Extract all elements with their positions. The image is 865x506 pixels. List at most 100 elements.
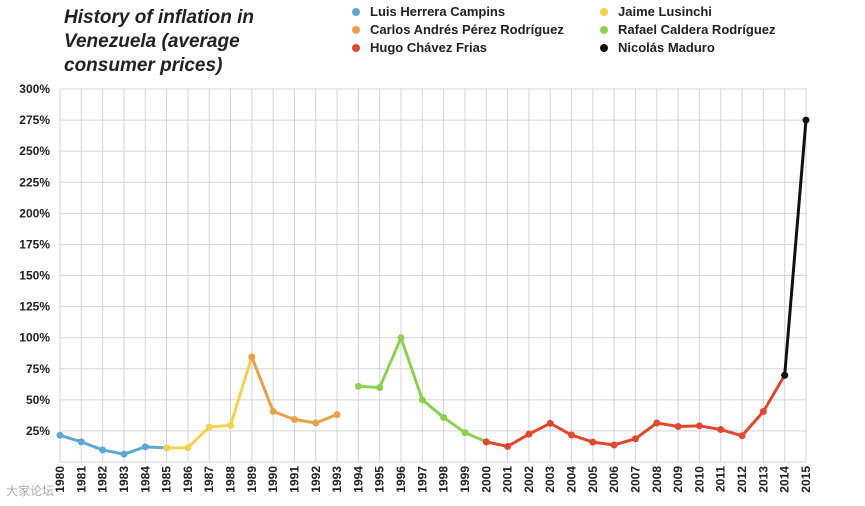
data-point bbox=[631, 435, 639, 443]
x-tick-label: 2007 bbox=[628, 466, 642, 493]
data-point bbox=[440, 413, 448, 421]
legend-label: Carlos Andrés Pérez Rodríguez bbox=[370, 22, 564, 37]
data-point bbox=[802, 116, 810, 124]
legend-item-lusinchi: Jaime Lusinchi bbox=[600, 4, 712, 19]
legend-swatch bbox=[352, 25, 360, 34]
x-tick-label: 1980 bbox=[53, 466, 67, 493]
y-tick-label: 200% bbox=[19, 206, 50, 220]
x-tick-label: 1986 bbox=[181, 466, 195, 493]
x-tick-label: 1989 bbox=[245, 466, 259, 493]
data-point bbox=[354, 382, 362, 390]
data-point bbox=[610, 441, 618, 449]
data-point bbox=[77, 438, 85, 446]
data-point bbox=[248, 353, 256, 361]
x-tick-label: 2013 bbox=[756, 466, 770, 493]
x-tick-label: 2009 bbox=[671, 466, 685, 493]
legend-label: Hugo Chávez Frias bbox=[370, 40, 488, 55]
x-tick-label: 1984 bbox=[138, 466, 152, 493]
grid bbox=[59, 88, 807, 463]
data-point bbox=[695, 422, 703, 430]
y-tick-label: 150% bbox=[19, 269, 50, 283]
x-tick-label: 2011 bbox=[714, 466, 728, 492]
legend-label: Luis Herrera Campins bbox=[370, 4, 506, 19]
data-point bbox=[717, 426, 725, 434]
y-tick-label: 275% bbox=[19, 113, 50, 127]
watermark: 大家论坛 bbox=[6, 484, 55, 498]
data-point bbox=[227, 421, 235, 429]
data-point bbox=[525, 430, 533, 438]
x-tick-label: 1993 bbox=[330, 466, 344, 493]
data-point bbox=[333, 411, 341, 419]
legend-swatch bbox=[352, 7, 360, 16]
x-tick-label: 1994 bbox=[351, 466, 365, 493]
x-tick-label: 2010 bbox=[692, 466, 706, 493]
data-point bbox=[205, 423, 213, 431]
data-point bbox=[120, 450, 128, 458]
data-point bbox=[312, 419, 320, 427]
x-tick-label: 2015 bbox=[799, 466, 813, 493]
x-tick-label: 1981 bbox=[74, 466, 88, 493]
x-tick-label: 2000 bbox=[479, 466, 493, 493]
data-point bbox=[738, 432, 746, 440]
data-point bbox=[269, 407, 277, 415]
series-lines bbox=[58, 118, 808, 456]
x-tick-label: 1996 bbox=[394, 466, 408, 493]
data-point bbox=[163, 444, 171, 452]
data-point bbox=[141, 443, 149, 451]
x-tick-label: 1982 bbox=[96, 466, 110, 493]
x-tick-label: 2012 bbox=[735, 466, 749, 493]
x-tick-label: 1988 bbox=[224, 466, 238, 493]
x-tick-label: 1987 bbox=[202, 466, 216, 493]
x-tick-label: 1991 bbox=[287, 466, 301, 493]
x-tick-label: 2002 bbox=[522, 466, 536, 493]
data-point bbox=[56, 431, 64, 439]
x-tick-label: 2006 bbox=[607, 466, 621, 493]
y-tick-label: 25% bbox=[26, 424, 50, 438]
data-point bbox=[759, 408, 767, 416]
legend-item-herrera: Luis Herrera Campins bbox=[352, 4, 505, 19]
chart-title: History of inflation in Venezuela (avera… bbox=[64, 7, 254, 76]
data-point bbox=[568, 431, 576, 439]
data-point bbox=[546, 419, 554, 427]
data-point bbox=[653, 419, 661, 427]
data-point bbox=[418, 396, 426, 404]
data-point bbox=[674, 422, 682, 430]
x-tick-label: 1983 bbox=[117, 466, 131, 493]
x-tick-label: 2001 bbox=[501, 466, 515, 493]
data-point bbox=[589, 438, 597, 446]
y-tick-label: 75% bbox=[26, 362, 50, 376]
x-tick-label: 2005 bbox=[586, 466, 600, 493]
x-tick-label: 2003 bbox=[543, 466, 557, 493]
y-tick-label: 125% bbox=[19, 300, 50, 314]
y-tick-label: 300% bbox=[19, 82, 50, 96]
y-tick-label: 250% bbox=[19, 144, 50, 158]
series-points bbox=[56, 116, 810, 458]
y-tick-label: 175% bbox=[19, 237, 50, 251]
legend-label: Rafael Caldera Rodríguez bbox=[618, 22, 776, 37]
legend-item-perez: Carlos Andrés Pérez Rodríguez bbox=[352, 22, 564, 37]
data-point bbox=[184, 444, 192, 452]
legend-item-chavez: Hugo Chávez Frias bbox=[352, 40, 487, 55]
legend-item-maduro: Nicolás Maduro bbox=[600, 40, 715, 55]
x-tick-label: 1999 bbox=[458, 466, 472, 493]
data-point bbox=[461, 429, 469, 437]
data-point bbox=[99, 446, 107, 454]
legend-swatch bbox=[600, 7, 608, 16]
data-point bbox=[781, 371, 789, 379]
x-tick-label: 1995 bbox=[373, 466, 387, 493]
x-tick-label: 2008 bbox=[650, 466, 664, 493]
legend-item-caldera: Rafael Caldera Rodríguez bbox=[600, 22, 776, 37]
y-tick-label: 100% bbox=[19, 331, 50, 345]
series-line bbox=[783, 118, 808, 377]
x-tick-label: 1998 bbox=[437, 466, 451, 493]
data-point bbox=[504, 442, 512, 450]
y-axis: 300% 275% 250% 225% 200% 175% 150% 125% 100% 75% 5… bbox=[19, 82, 50, 438]
x-tick-label: 1985 bbox=[160, 466, 174, 493]
legend-label: Nicolás Maduro bbox=[618, 40, 715, 55]
y-tick-label: 50% bbox=[26, 393, 50, 407]
x-tick-label: 1997 bbox=[415, 466, 429, 493]
series-line bbox=[58, 433, 169, 456]
legend-label: Jaime Lusinchi bbox=[618, 4, 712, 19]
x-tick-label: 2004 bbox=[565, 466, 579, 493]
